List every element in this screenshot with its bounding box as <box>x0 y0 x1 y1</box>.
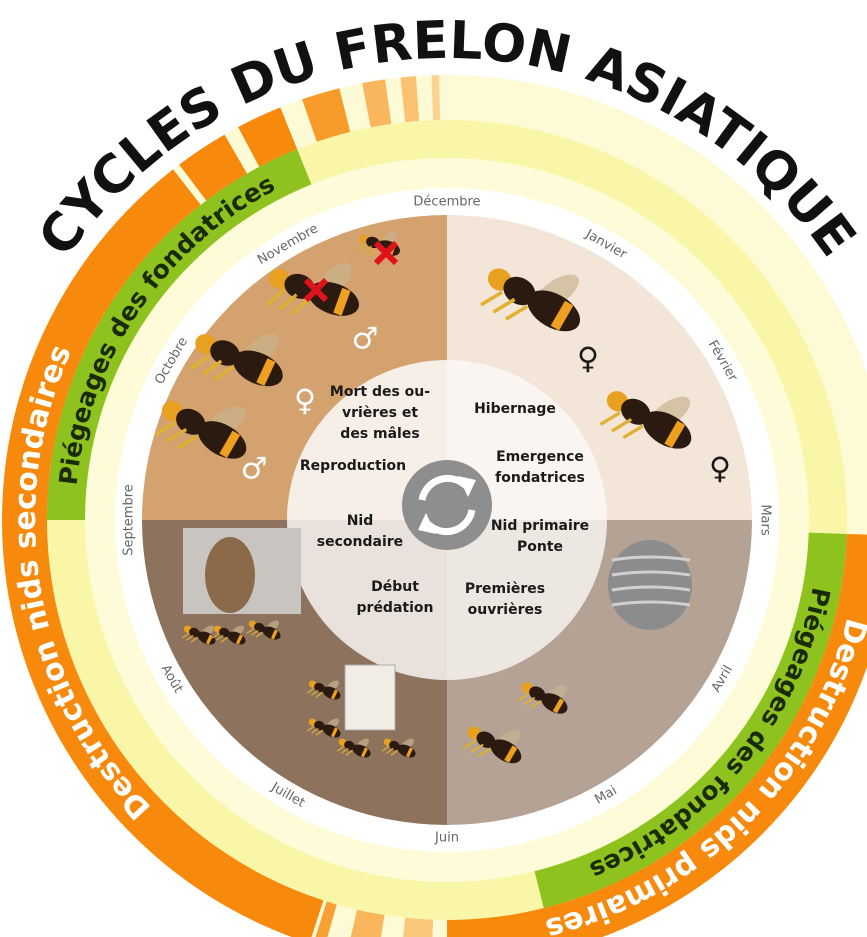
phase-label: Nid primaire <box>491 518 589 534</box>
month-label: Juin <box>434 831 459 846</box>
page: CYCLES DU FRELON ASIATIQUEPiégeages des … <box>0 0 867 937</box>
phase-label: vrières et <box>342 405 418 421</box>
sex-symbol: ♀ <box>294 384 316 419</box>
month-label: Mars <box>758 504 773 536</box>
phase-label: fondatrices <box>495 470 585 486</box>
sex-symbol: ♀ <box>709 452 731 487</box>
phase-label: prédation <box>357 600 434 616</box>
sex-symbol: ♂ <box>241 452 268 487</box>
phase-label: Nid <box>347 513 374 529</box>
phase-label: Premières <box>465 581 545 597</box>
sex-symbol: ♂ <box>352 322 379 357</box>
month-label: Décembre <box>413 195 480 210</box>
sex-symbol: ♀ <box>577 342 599 377</box>
phase-label: des mâles <box>340 426 419 442</box>
phase-label: Hibernage <box>474 401 556 417</box>
cycle-icon <box>402 460 492 550</box>
phase-label: Ponte <box>517 539 563 555</box>
phase-label: Début <box>371 579 419 595</box>
primary-nest <box>608 540 692 630</box>
phase-label: Emergence <box>496 449 584 465</box>
cycle-diagram: CYCLES DU FRELON ASIATIQUEPiégeages des … <box>0 0 867 937</box>
month-label: Septembre <box>122 484 137 556</box>
secondary-nest <box>205 537 255 613</box>
phase-label: Reproduction <box>300 458 406 474</box>
dash <box>400 918 433 937</box>
phase-label: Mort des ou- <box>330 384 430 400</box>
phase-label: secondaire <box>317 534 403 550</box>
beehive <box>345 665 395 730</box>
phase-label: ouvrières <box>468 602 543 618</box>
